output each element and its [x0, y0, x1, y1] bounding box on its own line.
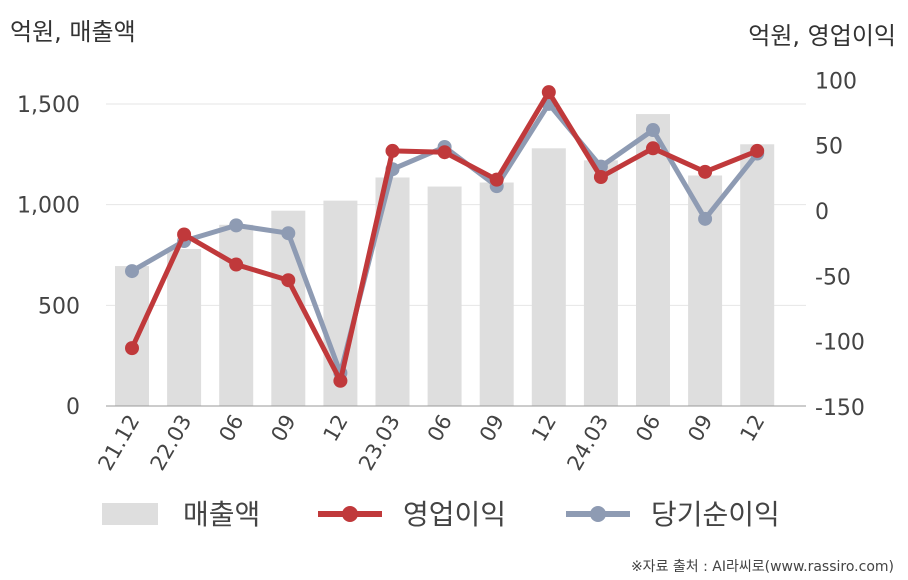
- right-tick-label: 100: [815, 69, 857, 94]
- data-point: [385, 143, 400, 158]
- revenue-bar: [583, 160, 618, 406]
- data-point: [437, 145, 452, 160]
- left-tick-label: 0: [66, 395, 80, 420]
- data-point: [281, 226, 296, 241]
- x-tick-label: 06: [631, 411, 665, 446]
- data-point: [698, 164, 713, 179]
- right-tick-label: 0: [815, 200, 829, 225]
- left-axis-unit: 억원, 매출액: [10, 18, 136, 46]
- x-tick-label: 23.03: [354, 411, 405, 475]
- revenue-bar: [740, 144, 775, 406]
- x-tick-label: 24.03: [562, 411, 613, 475]
- left-tick-label: 1,000: [17, 194, 80, 219]
- left-tick-label: 500: [38, 294, 80, 319]
- data-point: [541, 85, 556, 100]
- right-tick-label: -150: [815, 396, 865, 421]
- legend-marker: [590, 506, 606, 522]
- left-tick-label: 1,500: [17, 93, 80, 118]
- legend-label-revenue: 매출액: [183, 498, 260, 531]
- data-point: [333, 373, 348, 388]
- x-tick-label: 12: [527, 411, 561, 446]
- right-y-axis-ticks: -150 -100 -50 0 50 100: [815, 69, 865, 421]
- revenue-bar: [167, 248, 202, 406]
- right-tick-label: -50: [815, 265, 851, 290]
- right-tick-label: -100: [815, 331, 865, 356]
- revenue-bar: [688, 175, 723, 406]
- legend-label-net-income: 당기순이익: [651, 498, 780, 531]
- data-point: [698, 211, 713, 226]
- right-tick-label: 50: [815, 135, 843, 160]
- legend-label-operating-profit: 영업이익: [403, 498, 506, 531]
- data-point: [646, 123, 660, 138]
- revenue-bar: [271, 210, 306, 406]
- x-tick-label: 09: [266, 411, 300, 446]
- x-tick-label: 06: [214, 411, 248, 446]
- data-point: [750, 143, 765, 158]
- data-point: [177, 227, 192, 242]
- revenue-bar: [219, 224, 254, 406]
- x-tick-label: 12: [735, 411, 769, 446]
- data-point: [125, 264, 139, 279]
- legend-marker: [342, 506, 358, 522]
- legend: 매출액 영업이익 당기순이익: [102, 498, 780, 531]
- data-point: [489, 172, 504, 187]
- left-y-axis-ticks: 0 500 1,000 1,500: [17, 93, 80, 420]
- revenue-bar: [636, 114, 670, 407]
- profit-lines: [125, 85, 765, 388]
- x-tick-label: 06: [423, 411, 457, 446]
- x-tick-label: 22.03: [146, 411, 197, 475]
- data-point: [125, 341, 139, 356]
- x-tick-label: 12: [319, 411, 353, 446]
- right-axis-unit: 억원, 영업이익: [748, 22, 896, 50]
- x-axis-ticks: 21.12 22.03 06 09 12 23.03 06 09 12 24.03 06 09 12: [93, 411, 769, 475]
- legend-swatch-revenue: [102, 503, 158, 525]
- revenue-bar: [479, 182, 514, 406]
- revenue-bar: [115, 266, 149, 406]
- x-tick-label: 09: [475, 411, 509, 446]
- source-note: ※자료 출처 : AI라씨로(www.rassiro.com): [630, 559, 894, 575]
- data-point: [646, 141, 660, 156]
- revenue-bar: [427, 186, 462, 406]
- data-point: [229, 257, 244, 272]
- x-tick-label: 21.12: [93, 411, 144, 475]
- revenue-bar: [531, 148, 566, 406]
- data-point: [229, 218, 244, 233]
- data-point: [593, 170, 608, 185]
- x-tick-label: 09: [683, 411, 717, 446]
- data-point: [281, 273, 296, 288]
